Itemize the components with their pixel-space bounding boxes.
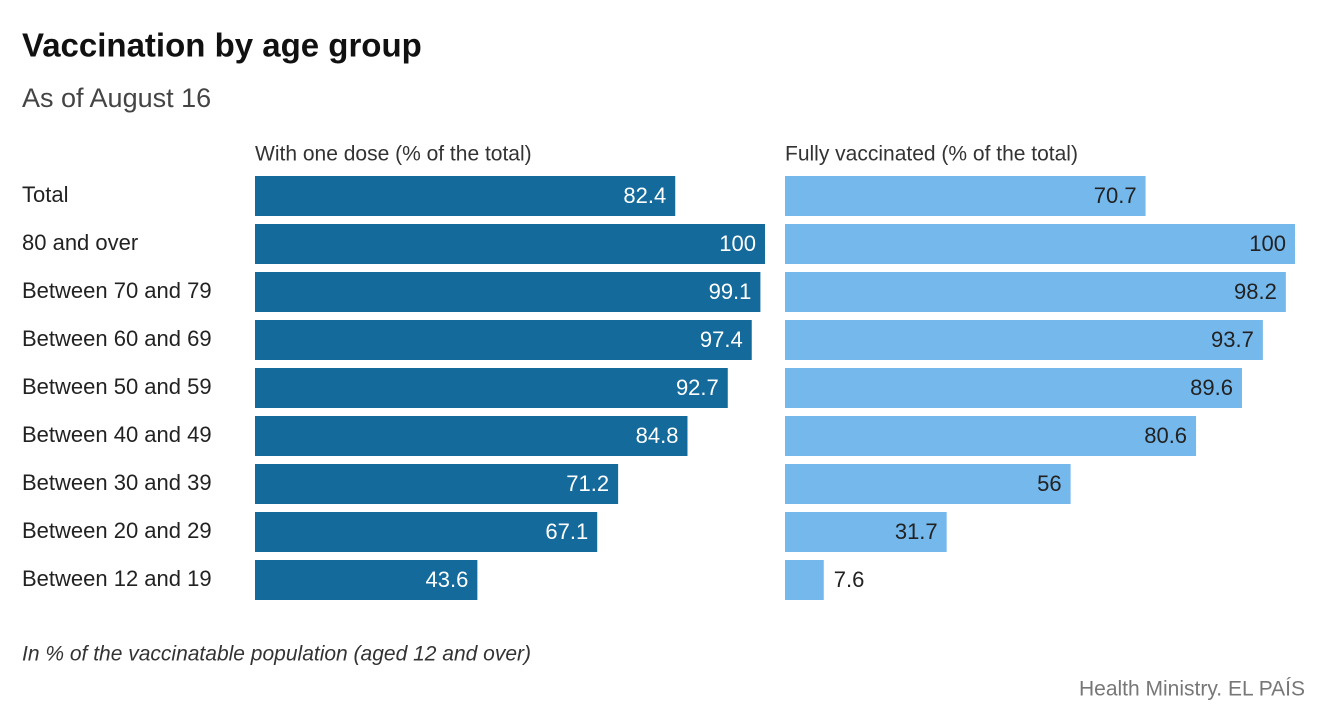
category-label: Between 20 and 29 <box>22 518 212 543</box>
bar <box>785 320 1263 360</box>
panel-title: With one dose (% of the total) <box>255 143 532 166</box>
category-label: Total <box>22 182 68 207</box>
category-label: Between 12 and 19 <box>22 566 212 591</box>
value-label: 92.7 <box>676 375 719 400</box>
panel-title: Fully vaccinated (% of the total) <box>785 143 1078 166</box>
bar <box>255 464 619 504</box>
bar <box>255 176 676 216</box>
bar <box>255 368 728 408</box>
category-label: Between 40 and 49 <box>22 422 212 447</box>
bar <box>785 224 1295 264</box>
bar <box>255 224 765 264</box>
bar <box>255 560 478 600</box>
value-label: 7.6 <box>834 567 865 592</box>
value-label: 97.4 <box>700 327 743 352</box>
bar <box>255 272 761 312</box>
category-label: 80 and over <box>22 230 138 255</box>
bar <box>255 320 752 360</box>
category-label: Between 60 and 69 <box>22 326 212 351</box>
category-label: Between 70 and 79 <box>22 278 212 303</box>
bar <box>785 272 1286 312</box>
source: Health Ministry. EL PAÍS <box>1079 678 1305 701</box>
category-label: Between 30 and 39 <box>22 470 212 495</box>
value-label: 56 <box>1037 471 1061 496</box>
bar <box>785 512 947 552</box>
value-label: 80.6 <box>1144 423 1187 448</box>
bar <box>785 176 1146 216</box>
note: In % of the vaccinatable population (age… <box>22 643 531 666</box>
bar <box>785 560 824 600</box>
bar <box>785 368 1242 408</box>
value-label: 31.7 <box>895 519 938 544</box>
category-label: Between 50 and 59 <box>22 374 212 399</box>
bar <box>255 512 598 552</box>
value-label: 98.2 <box>1234 279 1277 304</box>
value-label: 70.7 <box>1094 183 1137 208</box>
bar <box>255 416 688 456</box>
chart-subtitle: As of August 16 <box>22 83 211 113</box>
chart-title: Vaccination by age group <box>22 27 422 64</box>
value-label: 89.6 <box>1190 375 1233 400</box>
value-label: 93.7 <box>1211 327 1254 352</box>
value-label: 43.6 <box>426 567 469 592</box>
value-label: 84.8 <box>636 423 679 448</box>
value-label: 71.2 <box>566 471 609 496</box>
value-label: 100 <box>1249 231 1286 256</box>
value-label: 100 <box>719 231 756 256</box>
value-label: 99.1 <box>709 279 752 304</box>
value-label: 82.4 <box>623 183 666 208</box>
value-label: 67.1 <box>545 519 588 544</box>
bar <box>785 416 1197 456</box>
bar <box>785 464 1071 504</box>
